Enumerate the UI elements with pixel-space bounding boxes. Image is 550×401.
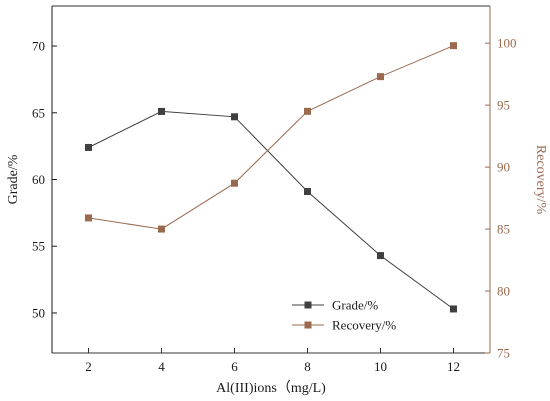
legend-grade-marker bbox=[304, 301, 312, 309]
legend-recovery-label: Recovery/% bbox=[332, 318, 396, 333]
legend-recovery-marker bbox=[304, 321, 312, 329]
legend: Grade/% Recovery/% bbox=[292, 298, 396, 333]
series-layer bbox=[85, 42, 457, 313]
recovery-point bbox=[304, 107, 311, 115]
y-right-tick-label: 100 bbox=[497, 36, 517, 51]
x-tick-label: 12 bbox=[447, 359, 460, 374]
x-axis-title: Al(III)ions（mg/L) bbox=[216, 380, 326, 396]
grade-point bbox=[85, 143, 92, 151]
grade-point bbox=[450, 305, 457, 313]
grade-point bbox=[377, 252, 384, 260]
grade-point bbox=[158, 107, 165, 115]
grade-series-line bbox=[88, 110, 454, 310]
y-right-tick-label: 80 bbox=[497, 284, 510, 299]
y-left-tick-label: 55 bbox=[32, 239, 45, 254]
grade-point bbox=[304, 188, 311, 196]
y-right-tick-label: 95 bbox=[497, 98, 510, 113]
axes-layer: 2 4 6 8 10 12 50 55 60 65 70 75 80 85 90 95 100 Al(III)io… bbox=[6, 5, 548, 396]
recovery-point bbox=[85, 214, 92, 222]
y-left-axis-title: Grade/% bbox=[6, 154, 21, 204]
y-right-axis-title: Recovery/% bbox=[533, 145, 548, 215]
x-tick-label: 6 bbox=[231, 359, 238, 374]
y-left-tick-label: 60 bbox=[32, 172, 45, 187]
recovery-point bbox=[158, 225, 165, 233]
x-tick-label: 10 bbox=[374, 359, 387, 374]
y-left-tick-label: 70 bbox=[32, 39, 45, 54]
x-tick-label: 8 bbox=[304, 359, 311, 374]
recovery-point bbox=[450, 42, 457, 50]
y-right-tick-label: 90 bbox=[497, 160, 510, 175]
grade-point bbox=[231, 113, 238, 121]
y-left-tick-label: 50 bbox=[32, 305, 45, 320]
y-left-tick-label: 65 bbox=[32, 105, 45, 120]
legend-grade-label: Grade/% bbox=[332, 298, 378, 313]
x-tick-label: 4 bbox=[158, 359, 165, 374]
y-right-tick-label: 75 bbox=[497, 346, 510, 361]
recovery-point bbox=[377, 73, 384, 81]
y-right-tick-label: 85 bbox=[497, 222, 510, 237]
recovery-series-line bbox=[88, 45, 454, 230]
recovery-point bbox=[231, 179, 238, 187]
x-tick-label: 2 bbox=[85, 359, 92, 374]
